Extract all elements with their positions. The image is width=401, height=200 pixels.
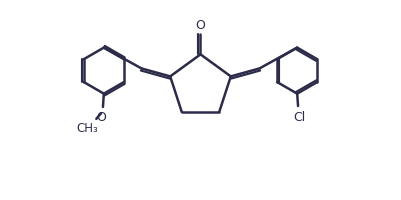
Text: O: O (96, 110, 106, 123)
Text: O: O (196, 19, 205, 32)
Text: Cl: Cl (293, 110, 305, 123)
Text: CH₃: CH₃ (77, 121, 98, 134)
